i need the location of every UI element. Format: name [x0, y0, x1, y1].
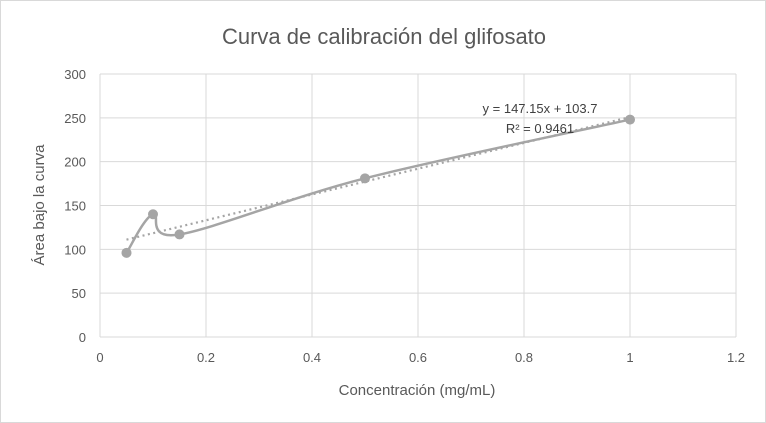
x-tick-label: 0.6 — [409, 350, 427, 365]
data-points — [121, 114, 635, 258]
data-point — [360, 173, 370, 184]
y-tick-label: 150 — [64, 199, 86, 214]
y-tick-label: 0 — [79, 330, 86, 345]
x-tick-label: 0.8 — [515, 350, 533, 365]
y-axis-ticks: 0 50 100 150 200 250 300 — [64, 67, 86, 345]
y-axis-title: Área bajo la curva — [31, 144, 48, 266]
y-tick-label: 300 — [64, 67, 86, 82]
data-point — [148, 209, 158, 220]
series-line — [125, 118, 631, 254]
y-tick-label: 100 — [64, 242, 86, 257]
trendline — [126, 116, 631, 241]
trendline-equation: y = 147.15x + 103.7 — [483, 101, 598, 116]
x-tick-label: 0.2 — [197, 350, 215, 365]
data-point — [625, 114, 635, 125]
data-point — [174, 229, 185, 240]
grid-lines — [99, 73, 737, 338]
x-tick-label: 0 — [96, 350, 103, 365]
x-tick-label: 1 — [626, 350, 633, 365]
y-tick-label: 50 — [72, 286, 86, 301]
x-tick-label: 1.2 — [727, 350, 745, 365]
chart-title: Curva de calibración del glifosato — [222, 24, 546, 49]
data-point — [121, 247, 132, 258]
x-tick-label: 0.4 — [303, 350, 321, 365]
trendline-r-squared: R² = 0.9461 — [506, 121, 574, 136]
y-tick-label: 250 — [64, 111, 86, 126]
y-tick-label: 200 — [64, 155, 86, 170]
x-axis-ticks: 0 0.2 0.4 0.6 0.8 1 1.2 — [96, 350, 745, 365]
x-axis-title: Concentración (mg/mL) — [339, 382, 496, 399]
